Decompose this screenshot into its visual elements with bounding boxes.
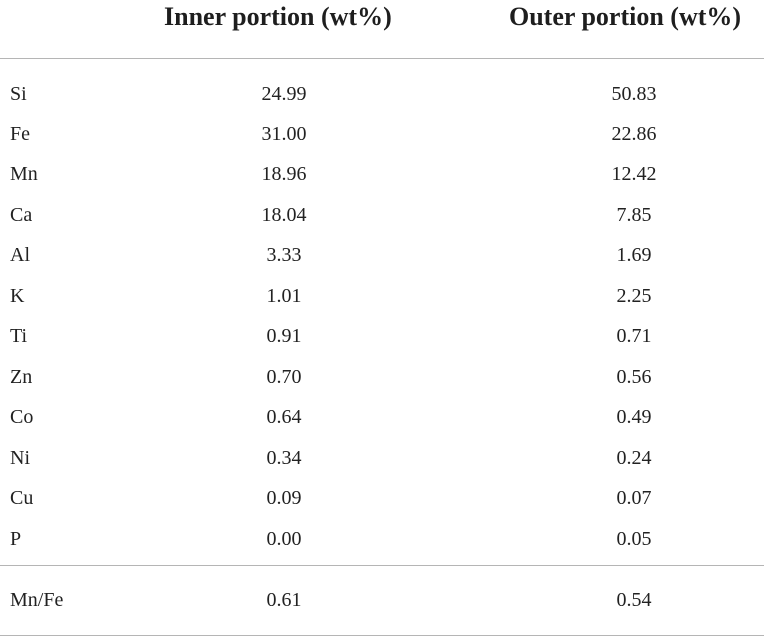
element-cell: K [10,285,25,307]
table-row: P 0.00 0.05 [0,523,764,555]
table-row: Al 3.33 1.69 [0,239,764,271]
table-row: K 1.01 2.25 [0,280,764,312]
inner-value-cell: 0.09 [266,487,302,509]
outer-value-cell: 7.85 [616,204,652,226]
middle-rule [0,565,764,566]
inner-value-cell: 0.91 [266,325,302,347]
element-cell: Ca [10,204,33,226]
inner-value-cell: 31.00 [261,123,307,145]
outer-value-cell: 0.05 [616,528,652,550]
outer-value-cell: 1.69 [616,244,652,266]
ratio-outer-cell: 0.54 [616,589,652,611]
table-row: Ti 0.91 0.71 [0,320,764,352]
ratio-label-cell: Mn/Fe [10,589,64,611]
element-cell: Zn [10,366,33,388]
element-cell: Al [10,244,30,266]
ratio-row: Mn/Fe 0.61 0.54 [0,584,764,616]
outer-value-cell: 0.24 [616,447,652,469]
outer-value-cell: 22.86 [611,123,657,145]
header-outer-portion: Outer portion (wt%) [509,2,742,31]
table-row: Ca 18.04 7.85 [0,199,764,231]
bottom-rule [0,635,764,636]
inner-value-cell: 0.64 [266,406,302,428]
top-rule [0,58,764,59]
ratio-inner-cell: 0.61 [266,589,302,611]
inner-value-cell: 18.04 [261,204,307,226]
header-inner-portion: Inner portion (wt%) [164,2,392,31]
inner-value-cell: 0.00 [266,528,302,550]
inner-value-cell: 24.99 [261,83,307,105]
element-cell: Co [10,406,34,428]
outer-value-cell: 0.07 [616,487,652,509]
inner-value-cell: 0.70 [266,366,302,388]
outer-value-cell: 0.49 [616,406,652,428]
outer-value-cell: 0.56 [616,366,652,388]
inner-value-cell: 3.33 [266,244,302,266]
outer-value-cell: 2.25 [616,285,652,307]
inner-value-cell: 0.34 [266,447,302,469]
table-row: Co 0.64 0.49 [0,401,764,433]
element-cell: Fe [10,123,30,145]
outer-value-cell: 12.42 [611,163,657,185]
table-row: Cu 0.09 0.07 [0,482,764,514]
element-cell: P [10,528,22,550]
element-cell: Mn [10,163,38,185]
inner-value-cell: 18.96 [261,163,307,185]
table-row: Zn 0.70 0.56 [0,361,764,393]
element-cell: Ti [10,325,28,347]
table-row: Mn 18.96 12.42 [0,158,764,190]
table-row: Si 24.99 50.83 [0,78,764,110]
element-cell: Si [10,83,27,105]
element-cell: Cu [10,487,34,509]
inner-value-cell: 1.01 [266,285,302,307]
table-row: Fe 31.00 22.86 [0,118,764,150]
outer-value-cell: 0.71 [616,325,652,347]
table-row: Ni 0.34 0.24 [0,442,764,474]
element-cell: Ni [10,447,30,469]
outer-value-cell: 50.83 [611,83,657,105]
